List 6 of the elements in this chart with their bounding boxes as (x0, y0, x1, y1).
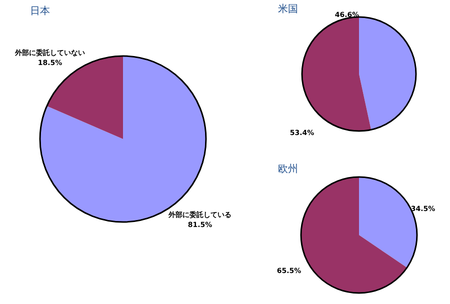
pie-slice (301, 177, 407, 293)
chart-title: 米国 (278, 3, 298, 15)
chart-title: 欧州 (278, 163, 298, 175)
pie-slice (302, 17, 372, 131)
pie-slice (359, 17, 416, 130)
chart-title: 日本 (30, 5, 50, 17)
